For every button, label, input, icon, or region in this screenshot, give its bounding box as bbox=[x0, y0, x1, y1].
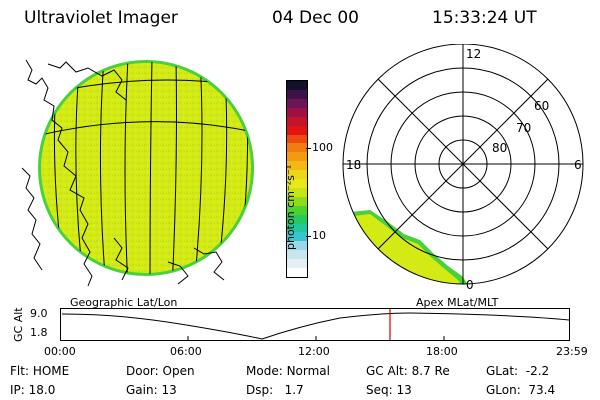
polar-grid bbox=[342, 44, 584, 285]
status-glat: GLat: -2.2 bbox=[486, 364, 550, 378]
altitude-plot-frame bbox=[60, 308, 570, 341]
status-door: Door: Open bbox=[126, 364, 195, 378]
mlat-label-70: 70 bbox=[516, 121, 531, 135]
colorbar-segment bbox=[287, 250, 307, 260]
altitude-ytick-top: 9.0 bbox=[30, 307, 48, 320]
apex-caption: Apex MLat/MLT bbox=[416, 296, 499, 309]
instrument-title: Ultraviolet Imager bbox=[24, 8, 178, 28]
mlat-label-80: 80 bbox=[492, 141, 507, 155]
status-seq: Seq: 13 bbox=[366, 383, 412, 397]
status-mode: Mode: Normal bbox=[246, 364, 330, 378]
colorbar-segment bbox=[287, 89, 307, 99]
colorbar-segment bbox=[287, 196, 307, 206]
colorbar-segment bbox=[287, 170, 307, 180]
colorbar-segment bbox=[287, 98, 307, 108]
altitude-strip-plot bbox=[60, 308, 570, 341]
auroral-emission bbox=[343, 210, 472, 284]
altitude-xtick-2359: 23:59 bbox=[556, 345, 588, 358]
colorbar-segment bbox=[287, 143, 307, 153]
colorbar-segment bbox=[287, 179, 307, 188]
colorbar-segment bbox=[287, 152, 307, 162]
header-time: 15:33:24 UT bbox=[432, 8, 537, 28]
status-gc-alt: GC Alt: 8.7 Re bbox=[366, 364, 450, 378]
geographic-image bbox=[21, 59, 254, 287]
colorbar-segment bbox=[287, 187, 307, 197]
colorbar-segment bbox=[287, 268, 307, 277]
colorbar-segment bbox=[287, 259, 307, 269]
colorbar-segment bbox=[287, 134, 307, 144]
altitude-curve bbox=[61, 312, 570, 340]
colorbar-segment bbox=[287, 107, 307, 117]
altitude-xtick-0600: 06:00 bbox=[170, 345, 202, 358]
colorbar-tick-mark bbox=[306, 236, 311, 237]
colorbar-segment bbox=[287, 223, 307, 233]
colorbar-segment bbox=[287, 116, 307, 126]
earth-disk bbox=[41, 63, 251, 273]
mlt-label-0: 0 bbox=[466, 278, 474, 292]
coastlines bbox=[21, 59, 225, 287]
altitude-xtick-0000: 00:00 bbox=[44, 345, 76, 358]
header-date: 04 Dec 00 bbox=[272, 8, 359, 28]
colorbar-segment bbox=[287, 205, 307, 215]
altitude-ylabel: GC Alt bbox=[12, 307, 25, 342]
status-dsp: Dsp: 1.7 bbox=[246, 383, 304, 397]
colorbar-segment bbox=[287, 125, 307, 135]
status-ip: IP: 18.0 bbox=[10, 383, 56, 397]
colorbar-tick-100: 100 bbox=[312, 141, 333, 154]
altitude-xticks bbox=[187, 336, 445, 341]
status-flight: Flt: HOME bbox=[10, 364, 70, 378]
status-gain: Gain: 13 bbox=[126, 383, 177, 397]
mlt-label-18: 18 bbox=[346, 158, 361, 172]
mlt-label-6: 6 bbox=[574, 158, 582, 172]
colorbar-segment bbox=[287, 232, 307, 242]
colorbar-tick-10: 10 bbox=[312, 229, 326, 242]
colorbar-tick-mark bbox=[306, 148, 311, 149]
status-glon: GLon: 73.4 bbox=[486, 383, 556, 397]
color-scale-bar bbox=[286, 80, 308, 278]
altitude-xtick-1200: 12:00 bbox=[298, 345, 330, 358]
colorbar-segment bbox=[287, 161, 307, 171]
colorbar-unit-label: photon cm⁻²s⁻¹ bbox=[284, 164, 297, 250]
polar-mlat-mlt-plot: 12 18 6 0 60 70 80 bbox=[342, 44, 584, 292]
altitude-ytick-bottom: 1.8 bbox=[30, 326, 48, 339]
colorbar-segment bbox=[287, 214, 307, 224]
mlat-label-60: 60 bbox=[534, 99, 549, 113]
colorbar-segment bbox=[287, 81, 307, 90]
geographic-caption: Geographic Lat/Lon bbox=[70, 296, 178, 309]
altitude-xtick-1800: 18:00 bbox=[426, 345, 458, 358]
mlt-label-12: 12 bbox=[466, 47, 481, 61]
colorbar-segment bbox=[287, 241, 307, 251]
